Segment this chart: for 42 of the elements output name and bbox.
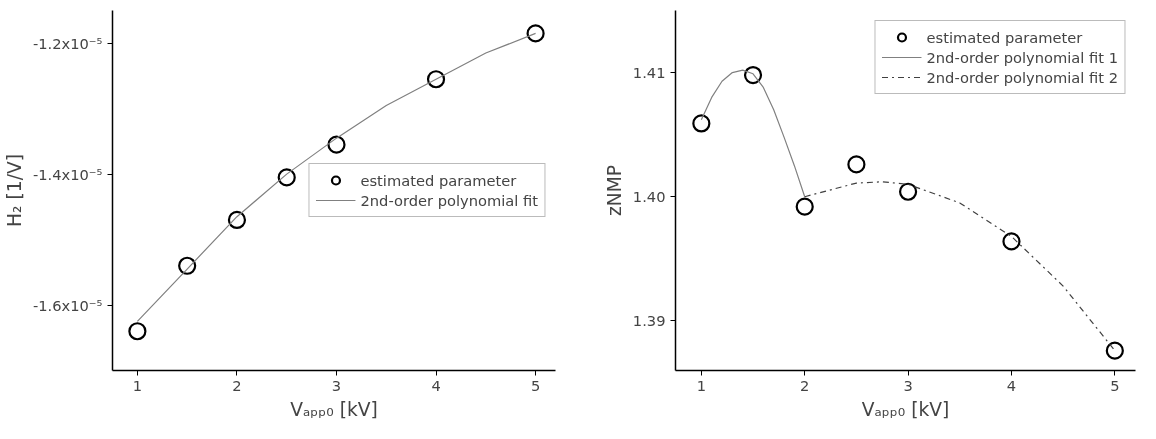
point (692, 114, 711, 133)
y-tick-label: -1.4x10⁻⁵ (32, 165, 103, 183)
point (743, 65, 763, 85)
y-tick-label: 1.39 (632, 311, 666, 329)
y-axis-title: H₂ [1/V] (3, 154, 25, 227)
point (178, 256, 197, 275)
y-tick-label: 1.40 (632, 187, 666, 205)
legend-label: 2nd-order polynomial fit (360, 191, 538, 209)
y-tick-label: -1.6x10⁻⁵ (32, 296, 103, 314)
x-tick-label: 5 (530, 376, 541, 394)
x-tick-label: 2 (232, 376, 242, 394)
point (227, 210, 247, 230)
y-axis-title: zNMP (603, 164, 625, 217)
point (426, 70, 446, 89)
x-tick-label: 1 (696, 376, 707, 394)
y-tick-label: 1.41 (632, 63, 666, 81)
point (526, 24, 545, 43)
x-tick-label: 4 (1006, 376, 1017, 394)
legend-label: 2nd-order polynomial fit 2 (926, 68, 1118, 86)
point (1105, 341, 1124, 360)
line-series (804, 181, 1116, 352)
x-tick-label: 3 (331, 376, 342, 394)
x-tick-label: 4 (431, 376, 441, 394)
legend-label: estimated parameter (926, 28, 1083, 46)
point (128, 322, 147, 341)
x-tick-label: 2 (800, 376, 810, 394)
point (277, 168, 296, 187)
point (1002, 232, 1021, 251)
x-tick-label: 5 (1110, 376, 1120, 394)
x-axis-title: Vₐₚₚ₀ [kV] (290, 398, 378, 420)
line-series (700, 69, 806, 198)
line-series (136, 32, 537, 323)
x-tick-label: 3 (903, 376, 913, 394)
x-tick-label: 1 (132, 376, 143, 394)
y-tick-label: -1.2x10⁻⁵ (32, 34, 103, 52)
point (795, 197, 814, 216)
point (327, 135, 346, 154)
x-axis-title: Vₐₚₚ₀ [kV] (861, 398, 950, 420)
legend-label: 2nd-order polynomial fit 1 (926, 48, 1118, 66)
legend-label: estimated parameter (360, 171, 517, 189)
point (898, 182, 918, 201)
point (847, 155, 866, 174)
